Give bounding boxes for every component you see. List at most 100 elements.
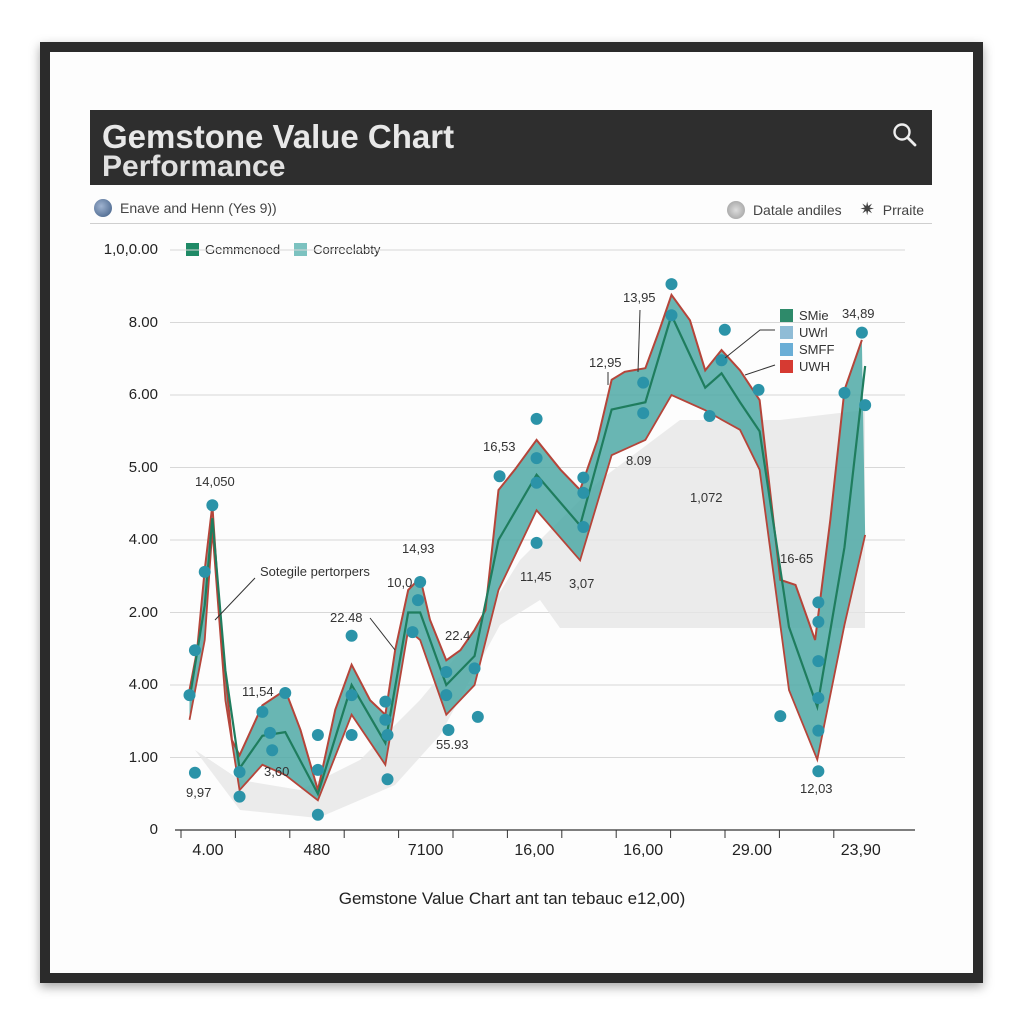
data-point [311,729,324,742]
data-point [411,594,424,607]
y-tick-label: 5.00 [128,458,158,476]
lower-series-line [188,393,867,802]
data-point [530,476,543,489]
x-tick-label: 29.00 [731,842,773,859]
data-point [812,692,825,705]
data-point [577,471,590,484]
data-point [381,773,394,786]
data-point [637,376,650,389]
data-label: 12,95 [589,355,622,370]
data-point [859,399,872,412]
annotation-leader [369,617,396,651]
data-label: 14,93 [402,541,435,556]
data-label: 34,89 [842,306,875,321]
y-tick-label: 4.00 [128,531,158,548]
data-point [665,309,678,322]
data-point [414,576,427,589]
data-point [206,499,219,512]
data-point [665,278,678,291]
legend-swatch [780,360,793,373]
data-point [440,665,453,678]
data-point [577,486,590,499]
data-point [198,565,211,578]
data-point [855,326,868,339]
data-point [406,626,419,639]
data-point [279,686,292,699]
private-label[interactable]: Prraite [882,201,924,218]
data-label: 8.09 [626,453,652,468]
y-tick-label: 1.00 [128,748,158,766]
data-point [379,713,392,726]
data-point [715,354,728,367]
data-point [530,412,543,425]
x-axis-label: Gemstone Value Chart ant tan tebauc e12,… [338,889,686,908]
y-tick-label: 6.00 [128,386,158,403]
settings-icon[interactable] [726,200,745,219]
data-point [233,790,246,803]
data-point [812,615,825,628]
legend-label: SMie [799,308,829,323]
gem-icon [94,199,112,217]
legend-swatch [780,326,793,339]
data-point [233,766,246,778]
data-point [256,705,269,718]
data-label: 13,95 [623,290,656,305]
x-tick-label: 16,00 [623,842,664,859]
search-icon[interactable] [892,122,918,148]
details-label[interactable]: Datale andiles [752,201,842,218]
data-point [838,386,851,399]
data-point [311,808,324,821]
filter-label: Enave and Henn (Yes 9)) [120,200,277,216]
data-point [188,766,201,779]
legend-right: SMie UWrl SMFF UWH [780,307,834,375]
data-label: 11,45 [520,569,552,584]
annotation-leader [724,329,775,359]
data-point [264,726,277,739]
data-label: 12,03 [800,781,833,796]
shadow-area [195,410,865,818]
chart-subtitle: Performance [102,150,286,183]
data-point [530,452,543,465]
data-label: 22.48 [330,610,363,625]
data-label: 55.93 [436,737,469,752]
data-point [345,689,358,702]
upper-series-line [188,292,863,791]
data-label: 3,60 [264,764,290,779]
data-point [812,655,825,668]
filter-item[interactable]: Enave and Henn (Yes 9)) [94,199,277,217]
data-point [774,710,787,723]
data-label: 10,0 [387,575,413,590]
data-point [183,689,196,702]
data-point [718,323,731,336]
legend-swatch [780,309,793,322]
y-tick-label: 8.00 [128,313,158,331]
data-point [440,689,453,702]
data-point [812,765,825,778]
x-tick-label: 16,00 [514,842,555,859]
annotation-leader [744,364,776,376]
legend-label: UWrl [799,325,828,340]
data-point [345,729,358,742]
legend-swatch [780,343,793,356]
star-icon: ✷ [859,199,875,219]
data-point [703,410,716,423]
data-label: Sotegile pertorpers [260,564,370,579]
data-point [379,695,392,708]
sub-toolbar: Enave and Henn (Yes 9)) Datale andiles ✷… [90,193,932,224]
y-tick-label: 0 [149,821,158,838]
data-point [381,729,394,742]
data-point [442,723,455,736]
data-point [311,763,324,776]
data-point [345,629,358,642]
data-point [468,662,481,675]
middle-series-line [188,312,867,797]
data-label: 16,53 [483,439,516,454]
annotation-leader [637,309,641,373]
data-point [752,383,765,396]
data-label: 14,050 [195,474,235,489]
data-label: 1,072 [690,490,723,505]
x-tick-label: 4.00 [192,842,224,859]
data-label: 22.4 [445,628,471,643]
annotation-leader [214,577,256,621]
